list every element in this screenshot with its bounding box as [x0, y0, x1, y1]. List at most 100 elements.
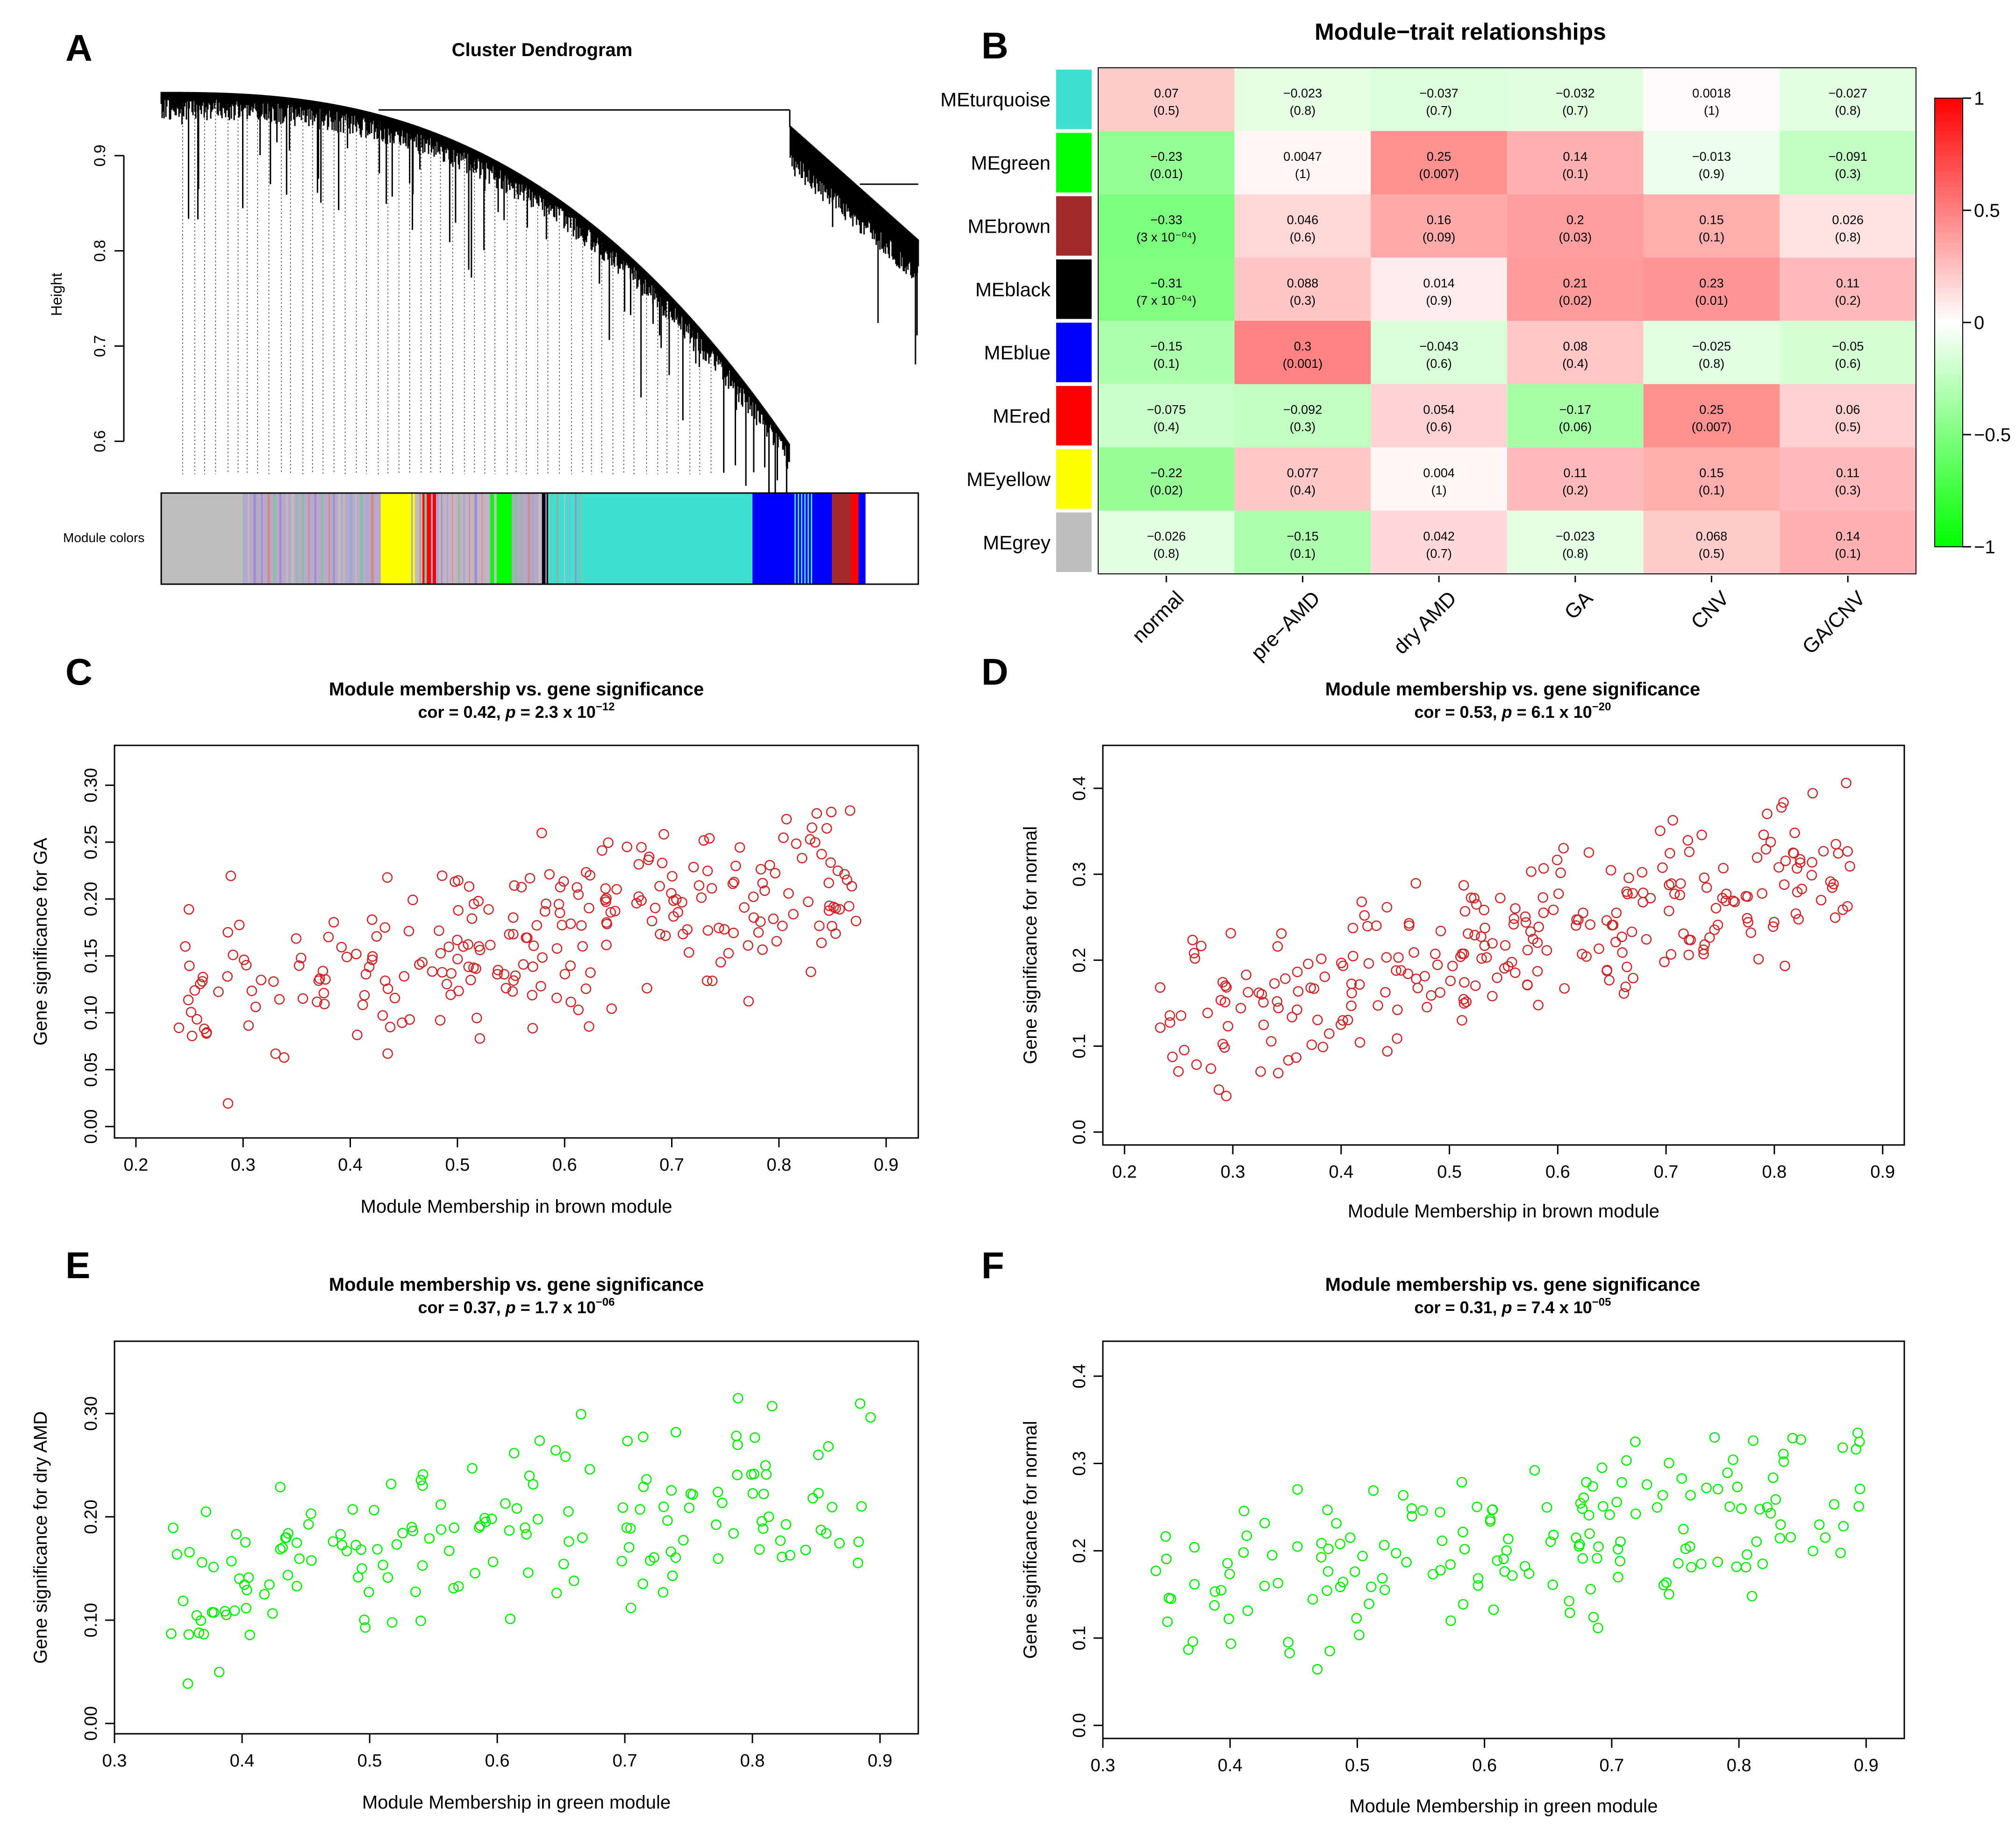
gene-point: [1622, 888, 1633, 900]
gene-point: [1217, 977, 1228, 988]
gene-point: [527, 990, 538, 1001]
gene-point: [1269, 978, 1280, 989]
gene-point: [1485, 1516, 1496, 1527]
heatmap-cell: [1507, 257, 1644, 321]
gene-point: [1273, 1002, 1284, 1014]
gene-point: [1458, 994, 1469, 1005]
gene-point: [1538, 863, 1549, 874]
gene-point: [1712, 1484, 1723, 1495]
heatmap-cell-pvalue: (0.8): [1835, 104, 1861, 118]
heatmap-cell-value: 0.16: [1427, 213, 1451, 227]
x-tick-label: 0.3: [102, 1751, 127, 1771]
gene-point: [520, 1522, 530, 1533]
module-color-stripe: [808, 493, 809, 584]
gene-point: [1365, 1581, 1377, 1592]
heatmap-cell-pvalue: (1): [1431, 483, 1447, 497]
x-tick-label: 0.9: [868, 1751, 893, 1771]
gene-point: [1841, 778, 1852, 788]
scatter-subtitle: cor = 0.53, p = 6.1 x 10−20: [1415, 701, 1611, 722]
legend-tick-label: 1: [1974, 88, 1984, 109]
gene-point: [1620, 981, 1631, 992]
heatmap-cell: [1507, 321, 1644, 385]
heatmap-cell-value: −0.091: [1828, 150, 1867, 164]
gene-point: [1767, 1472, 1779, 1483]
gene-point: [1459, 977, 1470, 988]
gene-point: [231, 1529, 242, 1540]
gene-point: [1312, 1664, 1323, 1675]
gene-point: [178, 1595, 189, 1606]
x-tick-label: 0.7: [613, 1751, 637, 1771]
gene-point: [603, 837, 614, 848]
gene-point: [1742, 891, 1753, 902]
gene-point: [1641, 1479, 1652, 1490]
gene-point: [1751, 1536, 1762, 1547]
gene-point: [1728, 1454, 1738, 1465]
heatmap-cell-value: 0.014: [1423, 276, 1455, 290]
gene-point: [853, 1536, 864, 1547]
gene-point: [291, 933, 302, 944]
gene-point: [635, 1504, 645, 1515]
gene-point: [565, 960, 576, 971]
heatmap-cell: [1098, 510, 1235, 574]
heatmap-cell-value: 0.15: [1699, 213, 1724, 227]
gene-point: [1445, 1615, 1456, 1626]
gene-point: [1458, 1599, 1469, 1610]
gene-point: [1480, 923, 1490, 933]
gene-point: [1621, 1455, 1632, 1466]
gene-point: [256, 974, 267, 986]
gene-point: [1520, 917, 1531, 928]
gene-point: [228, 950, 238, 960]
gene-point: [1604, 1509, 1615, 1520]
gene-point: [1381, 902, 1393, 913]
gene-point: [1220, 997, 1230, 1008]
gene-point: [1773, 862, 1784, 873]
gene-point: [739, 902, 750, 913]
gene-point: [606, 1003, 617, 1014]
gene-point: [667, 1570, 678, 1581]
heatmap-cell: [1780, 321, 1916, 385]
gene-point: [1522, 980, 1533, 991]
gene-point: [1225, 928, 1236, 939]
gene-point: [197, 972, 208, 982]
heatmap-cell-value: −0.17: [1559, 403, 1591, 417]
gene-point: [189, 985, 200, 996]
gene-point: [1356, 896, 1367, 907]
gene-point: [576, 920, 587, 931]
gene-point: [1818, 846, 1829, 857]
gene-point: [1287, 1012, 1297, 1023]
gene-point: [242, 1585, 252, 1595]
gene-point: [813, 1450, 824, 1460]
gene-point: [658, 829, 669, 840]
gene-point: [768, 913, 779, 924]
gene-point: [1241, 969, 1251, 980]
heatmap-cell-value: −0.22: [1151, 466, 1182, 480]
gene-point: [508, 912, 519, 923]
gene-point: [622, 841, 632, 852]
gene-point: [1685, 1541, 1695, 1552]
gene-point: [1412, 982, 1423, 994]
gene-point: [499, 969, 510, 980]
gene-point: [1835, 1547, 1846, 1559]
gene-point: [369, 1505, 379, 1516]
heatmap-cell-value: −0.037: [1419, 86, 1458, 100]
gene-point: [577, 941, 588, 952]
gene-point: [391, 1539, 402, 1550]
scatter-panel-c: Module membership vs. gene significancec…: [30, 679, 919, 1217]
gene-point: [500, 983, 512, 994]
gene-point: [1398, 1490, 1409, 1501]
gene-point: [1742, 1549, 1752, 1560]
heatmap-title: Module−trait relationships: [1315, 19, 1606, 45]
gene-point: [1762, 1502, 1773, 1513]
heatmap-cell: [1643, 194, 1780, 258]
gene-point: [318, 987, 329, 999]
heatmap-cell-pvalue: (0.8): [1153, 546, 1180, 560]
gene-point: [1459, 906, 1471, 917]
gene-point: [1255, 1066, 1266, 1077]
gene-point: [1657, 862, 1668, 873]
gene-point: [1437, 1535, 1448, 1546]
gene-point: [728, 928, 739, 938]
gene-point: [382, 983, 393, 994]
heatmap-cell: [1780, 257, 1916, 321]
heatmap-cell-pvalue: (0.007): [1692, 420, 1732, 434]
heatmap-cell: [1371, 68, 1508, 131]
